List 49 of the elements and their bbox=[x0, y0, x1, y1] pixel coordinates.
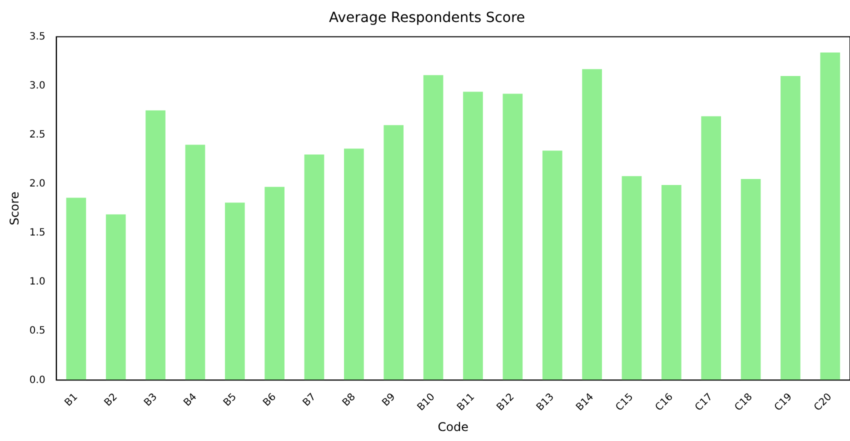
y-tick-label: 1.5 bbox=[29, 228, 46, 239]
bar bbox=[146, 110, 166, 380]
x-tick-label: C15 bbox=[614, 392, 636, 414]
bar bbox=[224, 202, 245, 380]
x-tick-label: C16 bbox=[654, 392, 676, 414]
bar bbox=[661, 184, 682, 380]
bar bbox=[66, 198, 86, 380]
x-tick-label: C20 bbox=[812, 392, 834, 414]
x-tick-label: C18 bbox=[733, 392, 755, 414]
y-tick-label: 2.0 bbox=[29, 178, 46, 190]
bar bbox=[423, 75, 444, 380]
x-tick-label: B3 bbox=[142, 392, 160, 409]
bar bbox=[582, 69, 602, 380]
y-tick-label: 0.5 bbox=[29, 326, 46, 337]
x-tick-label: B10 bbox=[416, 392, 438, 414]
x-tick-label: B5 bbox=[222, 392, 239, 409]
x-tick-label: B13 bbox=[534, 392, 556, 414]
bar bbox=[344, 148, 364, 380]
y-tick-label: 2.5 bbox=[29, 130, 46, 140]
bar bbox=[502, 94, 523, 380]
x-tick-label: B8 bbox=[340, 392, 358, 409]
y-tick-label: 1.0 bbox=[29, 276, 46, 288]
x-tick-label: B7 bbox=[301, 392, 318, 409]
bar bbox=[264, 186, 284, 380]
bar bbox=[304, 154, 324, 380]
bar bbox=[384, 125, 404, 380]
y-tick-label: 0.0 bbox=[29, 374, 46, 386]
x-tick-label: B12 bbox=[495, 392, 517, 414]
bar bbox=[185, 144, 206, 380]
y-tick-label: 3.0 bbox=[29, 80, 46, 92]
x-axis-title: Code bbox=[438, 420, 469, 434]
chart-title: Average Respondents Score bbox=[328, 10, 526, 26]
bar bbox=[622, 176, 642, 380]
x-tick-label: B1 bbox=[62, 392, 80, 409]
x-tick-label: B4 bbox=[182, 392, 200, 409]
x-tick-label: B6 bbox=[261, 392, 279, 409]
bar bbox=[106, 214, 126, 380]
bar bbox=[463, 92, 483, 380]
bar bbox=[701, 116, 722, 380]
bar bbox=[740, 179, 761, 380]
x-tick-label: B9 bbox=[380, 392, 398, 409]
bar bbox=[820, 52, 840, 380]
x-tick-label: B11 bbox=[455, 392, 477, 414]
y-tick-label: 3.5 bbox=[29, 31, 46, 42]
x-tick-label: C19 bbox=[772, 392, 794, 414]
y-axis-title: Score bbox=[7, 192, 22, 226]
x-tick-label: B2 bbox=[102, 392, 120, 409]
bar bbox=[780, 76, 800, 380]
bar bbox=[542, 150, 562, 380]
